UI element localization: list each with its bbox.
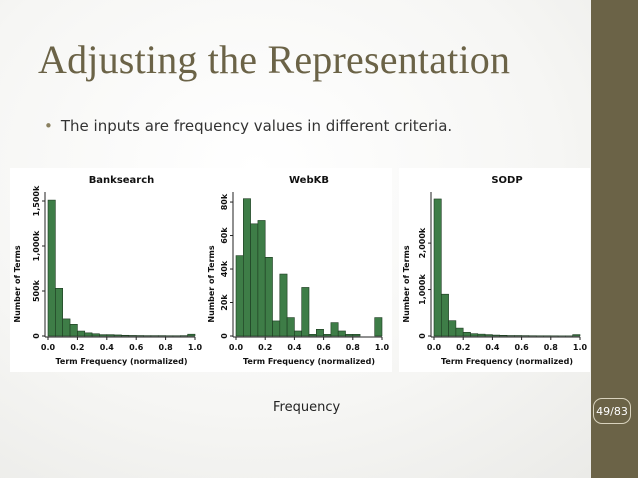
bar-sodp: [462, 331, 471, 337]
bar-webkb: [374, 317, 383, 337]
bar-sodp: [477, 333, 486, 337]
x-tick-label: 1.0: [573, 343, 588, 352]
bar-webkb: [316, 329, 324, 337]
y-tick-label: 60k: [220, 227, 229, 244]
bar-webkb: [345, 334, 354, 337]
bar-webkb: [352, 334, 361, 337]
chart-banksearch: Banksearch 0.0 0.2 0.4 0.6 0.8 1.0 0 500k 1,000k 1…: [10, 168, 204, 372]
chart-title: WebKB: [289, 175, 329, 186]
bullet-item: • The inputs are frequency values in diff…: [44, 117, 452, 135]
bar-sodp: [492, 334, 501, 337]
x-tick-label: 0.0: [41, 343, 56, 352]
chart-webkb-svg: WebKB 0.0 0.2 0.4 0.6 0.8 1.0 0 20k 40k 60k 80k Term…: [207, 175, 390, 366]
chart-webkb: WebKB 0.0 0.2 0.4 0.6 0.8 1.0 0 20k 40k 60k 80k Term…: [204, 168, 392, 372]
y-tick-label: 500k: [32, 279, 41, 302]
y-tick-label: 80k: [220, 193, 229, 210]
x-tick-label: 0.8: [346, 343, 361, 352]
y-tick-label: 40k: [220, 260, 229, 277]
x-tick-label: 0.2: [456, 343, 470, 352]
chart-banksearch-svg: Banksearch 0.0 0.2 0.4 0.6 0.8 1.0 0 500k 1,000k 1…: [13, 175, 203, 366]
bar-webkb: [257, 220, 266, 337]
bar-sodp: [448, 320, 457, 337]
bar-webkb: [301, 287, 310, 337]
bar-webkb: [272, 320, 281, 337]
bar-webkb: [330, 322, 339, 337]
bar-webkb: [250, 223, 259, 337]
bar-sodp: [572, 334, 581, 337]
y-axis-label: Number of Terms: [13, 245, 22, 322]
chart-title: Banksearch: [89, 175, 155, 186]
bar-banksearch: [47, 199, 56, 337]
bar-webkb: [264, 257, 273, 337]
bar-banksearch: [77, 330, 86, 337]
slide-title: Adjusting the Representation: [38, 37, 511, 82]
bar-webkb: [294, 330, 303, 337]
bar-webkb: [323, 334, 332, 337]
y-tick-label: 2,000k: [418, 227, 427, 258]
bar-sodp: [484, 334, 493, 337]
x-tick-label: 0.8: [544, 343, 559, 352]
bullet-dot: •: [44, 117, 53, 135]
bar-banksearch: [69, 324, 78, 337]
bar-banksearch: [113, 334, 122, 337]
bar-banksearch: [187, 333, 196, 337]
page-number: 49/83: [593, 398, 631, 424]
bar-sodp: [455, 327, 464, 337]
x-tick-label: 0.0: [427, 343, 442, 352]
x-axis-label: Term Frequency (normalized): [441, 357, 573, 366]
bar-webkb: [235, 255, 244, 337]
y-tick-label: 1,500k: [32, 185, 41, 216]
y-tick-label: 20k: [220, 294, 229, 311]
bar-webkb: [308, 334, 317, 337]
bar-banksearch: [121, 334, 130, 337]
bar-sodp: [499, 335, 508, 337]
x-tick-label: 0.4: [485, 343, 500, 352]
x-axis-label: Term Frequency (normalized): [56, 357, 188, 366]
x-tick-label: 1.0: [188, 343, 203, 352]
x-tick-label: 0.4: [287, 343, 302, 352]
bar-banksearch: [99, 334, 108, 337]
x-tick-label: 0.6: [317, 343, 332, 352]
bar-sodp: [433, 198, 442, 337]
bar-banksearch: [106, 334, 115, 337]
y-tick-label: 0: [32, 333, 41, 339]
x-tick-label: 0.6: [129, 343, 144, 352]
bar-banksearch: [128, 335, 137, 337]
x-tick-label: 0.8: [159, 343, 174, 352]
bullet-text: The inputs are frequency values in diffe…: [60, 117, 453, 135]
y-axis-label: Number of Terms: [207, 245, 216, 322]
frequency-caption: Frequency: [273, 400, 341, 415]
y-axis-label: Number of Terms: [402, 245, 411, 322]
x-tick-label: 0.4: [100, 343, 115, 352]
x-tick-label: 0.0: [229, 343, 244, 352]
chart-sodp-svg: SODP 0.0 0.2 0.4 0.6 0.8 1.0 0 1,000k 2,000k Term …: [402, 175, 588, 366]
x-axis-label: Term Frequency (normalized): [243, 357, 375, 366]
y-tick-label: 0: [418, 333, 427, 339]
bar-banksearch: [84, 332, 93, 337]
x-tick-label: 1.0: [375, 343, 390, 352]
y-tick-label: 1,000k: [32, 230, 41, 261]
bar-webkb: [286, 317, 295, 337]
bar-banksearch: [55, 288, 63, 337]
bar-banksearch: [91, 333, 100, 337]
bar-sodp: [470, 333, 479, 337]
x-tick-label: 0.2: [70, 343, 84, 352]
chart-sodp: SODP 0.0 0.2 0.4 0.6 0.8 1.0 0 1,000k 2,000k Term …: [399, 168, 590, 372]
y-tick-label: 1,000k: [418, 274, 427, 305]
bar-webkb: [337, 330, 346, 337]
bar-banksearch: [62, 318, 71, 337]
x-tick-label: 0.2: [258, 343, 272, 352]
bar-webkb: [242, 198, 251, 337]
x-tick-label: 0.6: [515, 343, 530, 352]
bar-webkb: [279, 273, 288, 337]
bar-sodp: [440, 293, 449, 337]
y-tick-label: 0: [220, 333, 229, 339]
chart-title: SODP: [491, 175, 522, 186]
